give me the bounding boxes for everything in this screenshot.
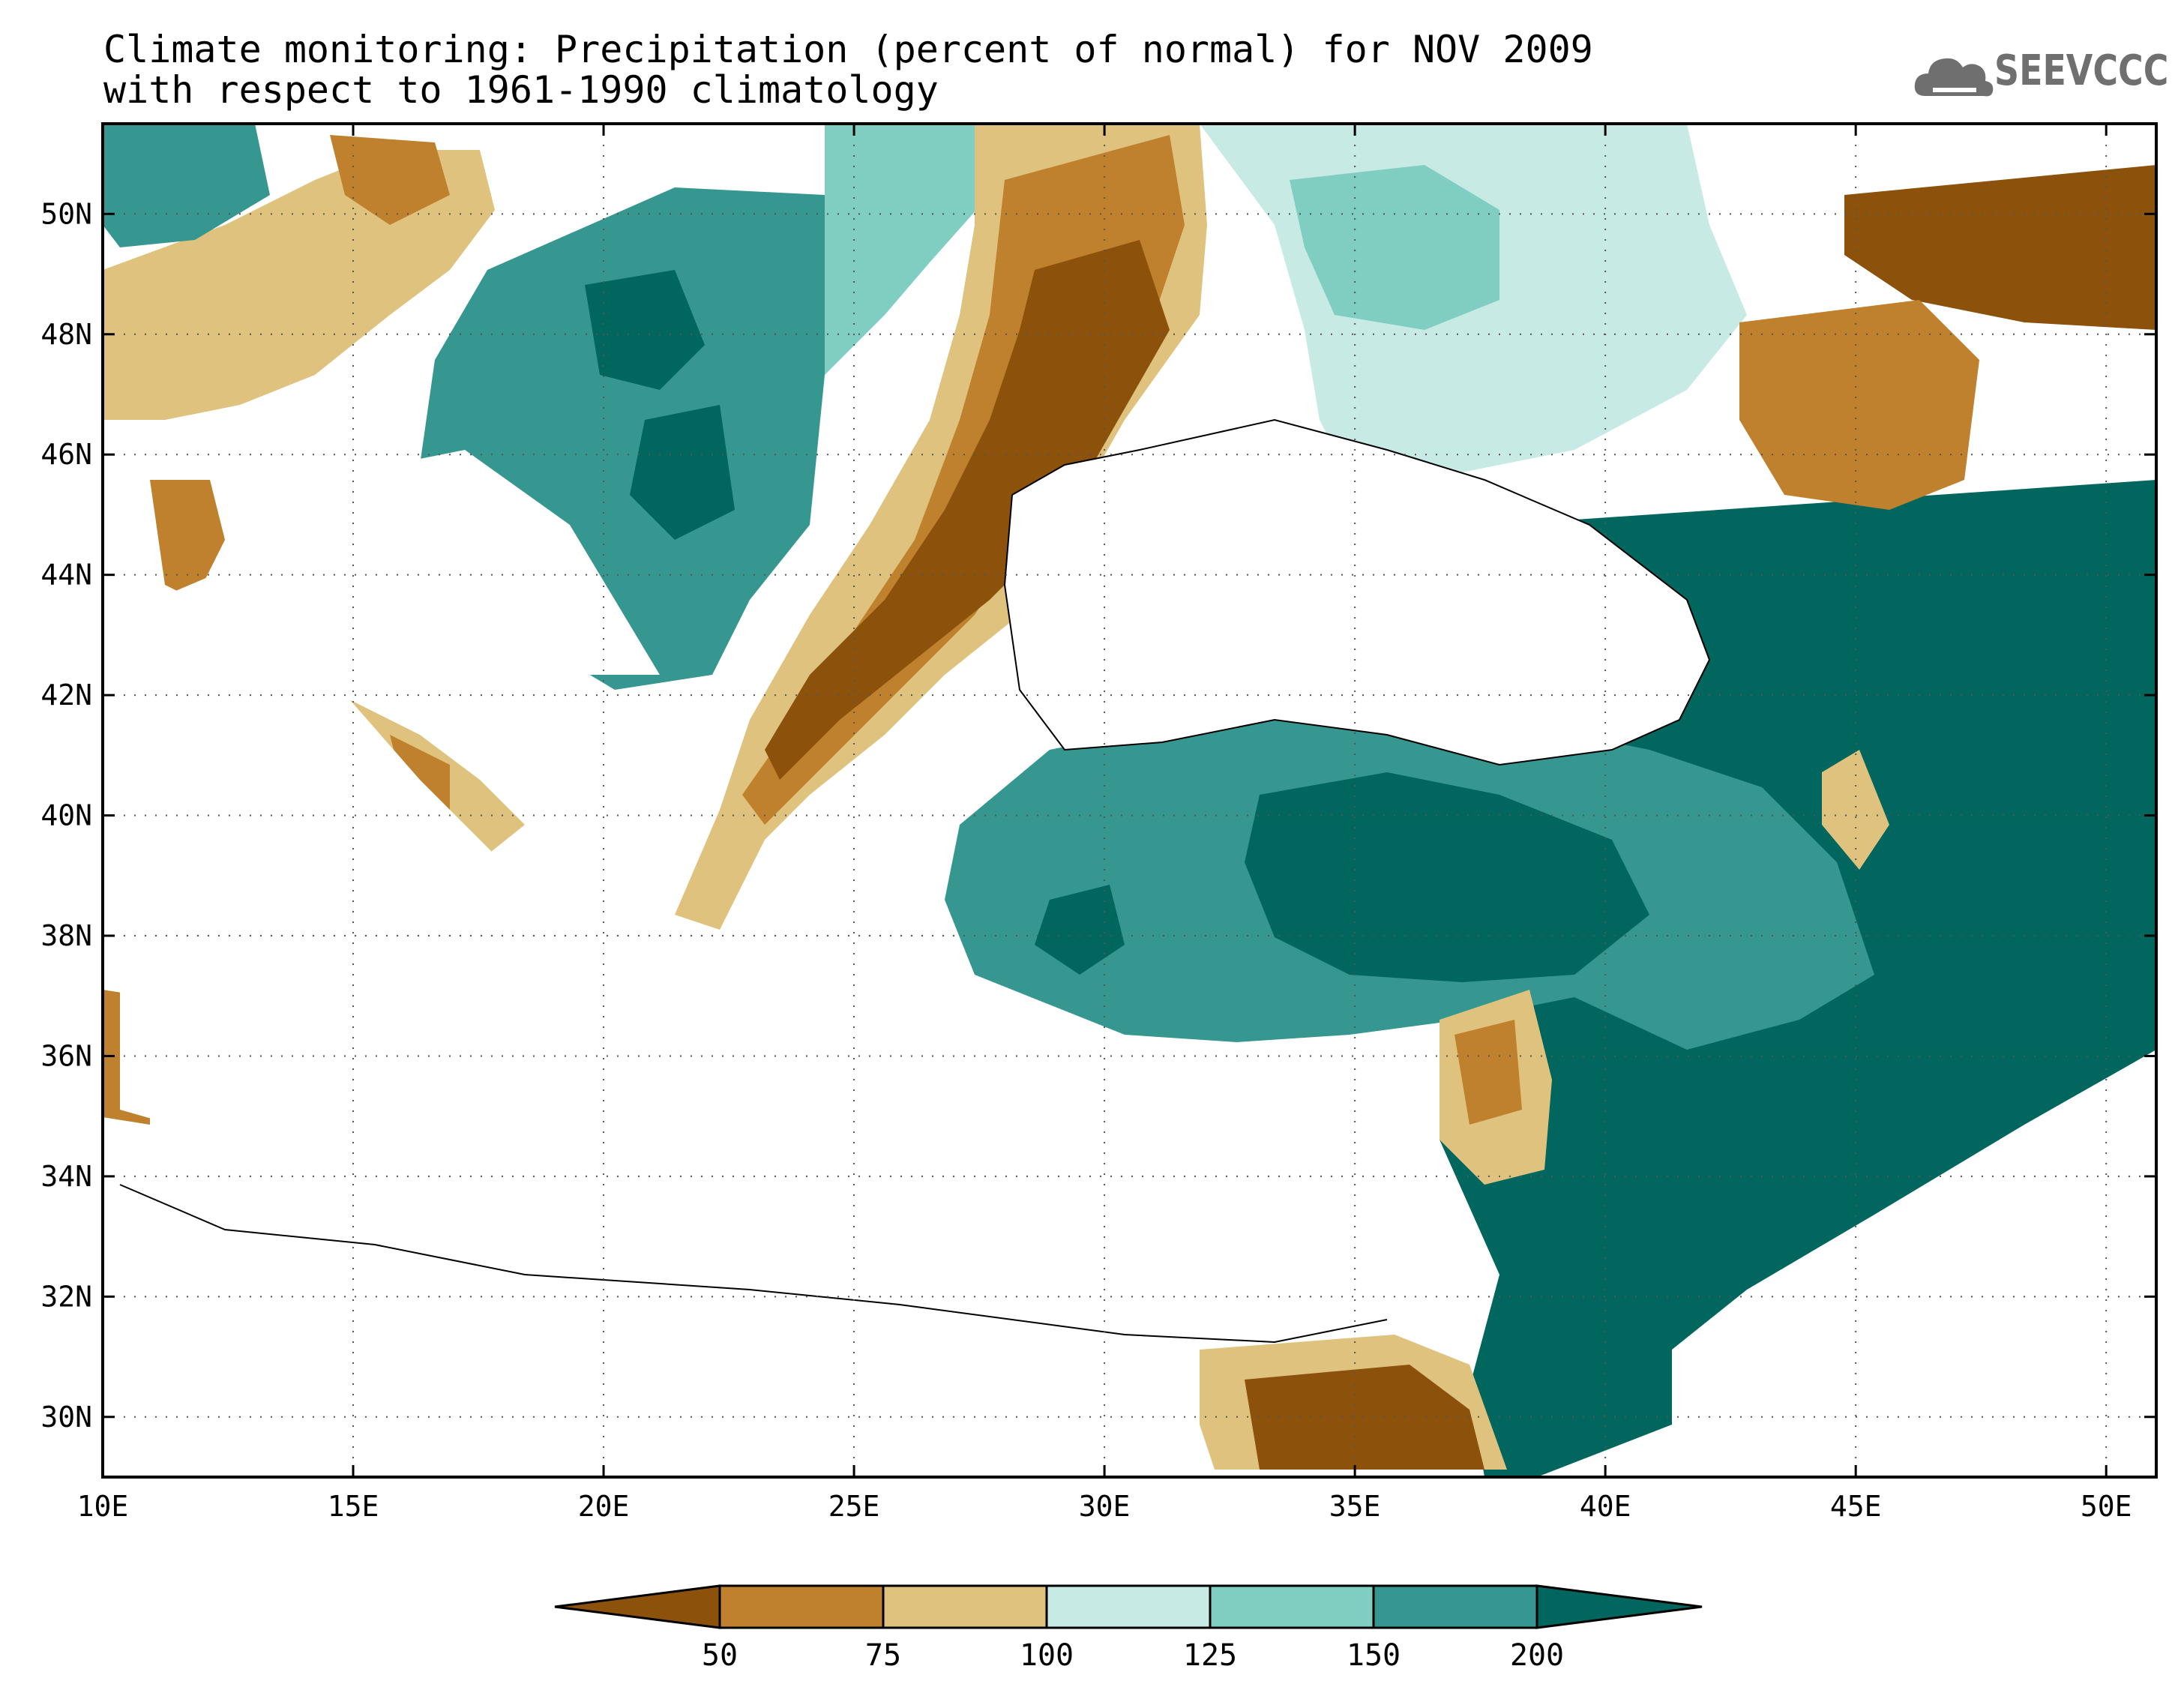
zone-below-50	[1844, 165, 2156, 330]
zone-50-75	[1739, 300, 1979, 510]
y-tick-label: 44N	[40, 559, 92, 592]
zone-below-50	[1245, 1365, 1484, 1470]
colorbar-segment	[718, 1584, 885, 1629]
zone-75-100	[1822, 750, 1889, 870]
colorbar-segment	[1045, 1584, 1212, 1629]
y-tick-label: 50N	[40, 197, 92, 230]
x-tick-label: 50E	[2081, 1490, 2132, 1523]
zone-125-150	[1290, 165, 1499, 330]
zone-150-200	[103, 124, 270, 247]
y-tick-label: 42N	[40, 679, 92, 712]
zone-above-200	[630, 405, 735, 540]
y-tick-label: 48N	[40, 318, 92, 351]
coastlines	[119, 418, 1711, 1344]
logo-text: SEEVCCC	[1994, 46, 2169, 95]
zone-below-50	[765, 240, 1170, 780]
zone-50-75	[150, 480, 225, 600]
chart-subtitle: with respect to 1961-1990 climatology	[103, 68, 939, 112]
sea-mask	[120, 420, 1709, 1320]
y-tick-label: 46N	[40, 438, 92, 471]
mediterranean-sea	[120, 570, 1425, 1320]
x-tick-label: 45E	[1830, 1490, 1882, 1523]
colorbar-label: 125	[1183, 1638, 1237, 1673]
y-tick-label: 40N	[40, 799, 92, 832]
adriatic-sea	[390, 450, 660, 675]
x-tick-label: 35E	[1329, 1490, 1381, 1523]
zone-50-75	[1455, 1020, 1522, 1125]
zone-50-75	[330, 135, 450, 225]
zone-125-150	[825, 124, 1012, 375]
colorbar-label: 150	[1347, 1638, 1401, 1673]
x-tick-label: 30E	[1079, 1490, 1131, 1523]
colorbar-extend-high	[1535, 1584, 1703, 1629]
colorbar-extend-low	[554, 1584, 721, 1629]
longitude-labels: 10E 15E 20E 25E 30E 35E 40E 45E 50E	[77, 1490, 2132, 1523]
x-tick-label: 15E	[328, 1490, 379, 1523]
x-tick-label: 10E	[77, 1490, 129, 1523]
y-tick-label: 32N	[40, 1280, 92, 1313]
y-tick-label: 38N	[40, 919, 92, 952]
map-frame	[101, 122, 2158, 1479]
colorbar-label: 100	[1020, 1638, 1074, 1673]
colorbar-label: 200	[1510, 1638, 1564, 1673]
colorbar-segment	[882, 1584, 1048, 1629]
y-tick-label: 34N	[40, 1160, 92, 1193]
y-tick-label: 30N	[40, 1401, 92, 1434]
colorbar-label: 50	[702, 1638, 738, 1673]
colorbar-segment	[1209, 1584, 1375, 1629]
chart-title: Climate monitoring: Precipitation (perce…	[103, 28, 1593, 71]
y-tick-label: 36N	[40, 1039, 92, 1072]
zone-above-200	[585, 270, 705, 390]
colorbar: 50 75 100 125 150 200	[554, 1584, 1703, 1673]
x-tick-label: 25E	[828, 1490, 880, 1523]
axis-ticks	[101, 124, 2156, 1477]
latitude-labels: 30N 32N 34N 36N 38N 40N 42N 44N 46N 48N 50N	[40, 197, 92, 1433]
x-tick-label: 40E	[1580, 1490, 1631, 1523]
colorbar-segment	[1372, 1584, 1538, 1629]
colorbar-label: 75	[865, 1638, 901, 1673]
x-tick-label: 20E	[578, 1490, 630, 1523]
gridlines	[103, 124, 2156, 1477]
zone-above-200	[1035, 885, 1125, 975]
black-sea	[1005, 420, 1709, 765]
zone-above-200	[1245, 772, 1649, 982]
cloud-logo-icon	[1914, 58, 1994, 97]
